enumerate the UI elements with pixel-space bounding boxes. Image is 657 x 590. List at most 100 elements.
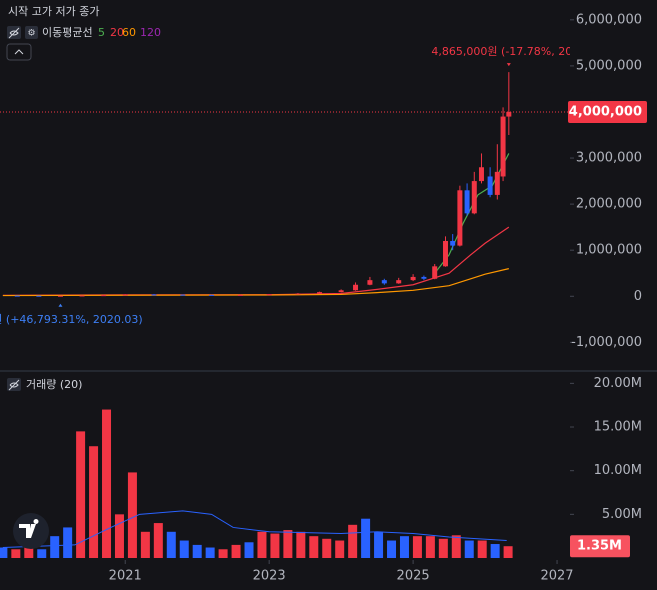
- candle-body: [450, 240, 456, 246]
- volume-bar: [425, 536, 435, 558]
- extreme-marker: [58, 303, 63, 307]
- settings-button[interactable]: [25, 26, 38, 39]
- volume-bar: [296, 531, 306, 558]
- ma-period: 5: [98, 26, 105, 39]
- y-tick-label: 2,000,000: [576, 197, 642, 212]
- volume-bar: [322, 538, 332, 558]
- candle-body: [367, 280, 373, 285]
- volume-bar: [153, 523, 163, 558]
- volume-bar: [309, 536, 319, 558]
- moving-average: [2, 268, 509, 297]
- x-tick-label: 2025: [397, 569, 430, 584]
- x-tick-label: 2021: [109, 569, 142, 584]
- volume-ma: [2, 510, 507, 549]
- volume-bar: [361, 518, 371, 558]
- candle-body: [266, 294, 272, 296]
- volume-bar: [244, 542, 254, 558]
- y-tick-label: 5.00M: [602, 507, 642, 522]
- volume-bar: [0, 547, 8, 558]
- y-tick-label: 1,000,000: [576, 243, 642, 258]
- x-tick-label: 2023: [253, 569, 286, 584]
- candle-body: [317, 292, 323, 294]
- volume-bar: [218, 549, 228, 558]
- candle-body: [180, 294, 186, 296]
- candle-body: [396, 280, 402, 284]
- volume-bar: [231, 544, 241, 558]
- candle-body: [381, 280, 387, 284]
- ohlc-legend: 시작 고가 저가 종가: [8, 5, 99, 18]
- collapse-button[interactable]: [6, 43, 32, 61]
- volume-bar: [374, 531, 384, 558]
- extreme-marker: [506, 63, 511, 67]
- candle-body: [101, 295, 107, 297]
- volume-bar: [464, 540, 474, 558]
- candle-body: [295, 293, 301, 295]
- volume-bar: [37, 549, 47, 558]
- eye-icon: [8, 379, 20, 391]
- candle-body: [487, 176, 493, 195]
- candle-body: [353, 284, 359, 291]
- last-price-badge: [568, 100, 647, 123]
- extreme-label: 4,865,000원 (-17.78%, 2020: [431, 45, 586, 58]
- price-pane: 4,865,000원 (-17.78%, 2020 80원 (+46,793.31…: [0, 45, 586, 326]
- volume-bar: [451, 535, 461, 558]
- volume-bar: [114, 514, 124, 558]
- y-tick-label: 0: [634, 289, 642, 304]
- extreme-label: 80원 (+46,793.31%, 2020.03): [0, 313, 143, 326]
- volume-bar: [477, 540, 487, 558]
- volume-bar: [490, 544, 500, 558]
- candle-body: [471, 181, 477, 214]
- y-tick-label: 20.00M: [594, 376, 642, 391]
- y-tick-label: -1,000,000: [571, 335, 642, 350]
- volume-bar: [412, 536, 422, 558]
- candle-body: [478, 167, 484, 182]
- candle-body: [237, 294, 243, 296]
- collapse-icon: [14, 49, 24, 55]
- volume-bar: [257, 531, 267, 558]
- candle-body: [79, 295, 85, 297]
- volume-bar: [63, 527, 73, 558]
- candle-body: [500, 116, 506, 177]
- volume-bar: [89, 446, 99, 558]
- settings-icon: ⚙: [27, 29, 35, 39]
- candle-body: [506, 111, 512, 117]
- ma-period: 120: [140, 26, 161, 39]
- candle-body: [209, 294, 215, 296]
- volume-bar: [192, 544, 202, 558]
- candle-body: [457, 190, 463, 246]
- volume-bar: [11, 549, 21, 558]
- volume-bar: [270, 533, 280, 558]
- candle-body: [14, 295, 20, 297]
- volume-bar: [335, 540, 345, 558]
- volume-pane: [0, 409, 513, 558]
- volume-bar: [205, 547, 215, 558]
- last-volume-label: 1.35M: [577, 539, 622, 554]
- candle-body: [338, 290, 344, 293]
- candle-body: [151, 294, 157, 296]
- volume-bar: [283, 530, 293, 558]
- last-price-label: 4,000,000: [569, 104, 642, 119]
- candle-body: [122, 294, 128, 296]
- volume-bar: [399, 536, 409, 558]
- y-tick-label: 15.00M: [594, 420, 642, 435]
- volume-bar: [503, 546, 513, 558]
- candle-body: [494, 171, 500, 195]
- volume-bar: [50, 536, 60, 558]
- candle-body: [421, 276, 427, 279]
- candle-body: [464, 190, 470, 214]
- volume-bar: [438, 538, 448, 558]
- candle-body: [410, 276, 416, 281]
- volume-bar: [76, 431, 86, 558]
- volume-title: 거래량 (20): [26, 378, 82, 391]
- volume-bar: [166, 531, 176, 558]
- candle-body: [57, 295, 63, 297]
- ma-period: 60: [122, 26, 136, 39]
- ma-period: 20: [110, 26, 124, 39]
- logo: [19, 519, 39, 538]
- y-tick-label: 10.00M: [594, 463, 642, 478]
- y-tick-label: 6,000,000: [576, 12, 642, 27]
- last-volume-badge: [570, 535, 630, 558]
- x-tick-label: 2027: [540, 569, 573, 584]
